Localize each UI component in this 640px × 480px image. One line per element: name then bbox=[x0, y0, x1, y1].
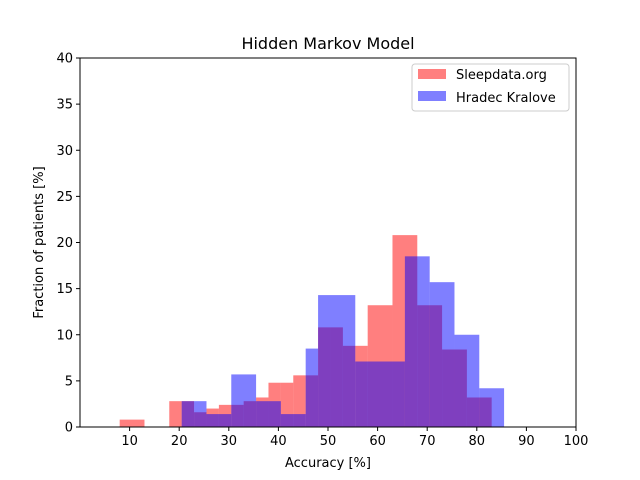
y-tick-label: 20 bbox=[56, 236, 73, 251]
legend-label-hradec: Hradec Kralove bbox=[456, 91, 556, 106]
y-tick-label: 35 bbox=[56, 98, 73, 113]
x-tick-label: 80 bbox=[469, 434, 486, 449]
y-axis-ticks: 0 5 10 15 20 25 30 35 40 bbox=[56, 52, 80, 436]
x-axis-ticks: 10 20 30 40 50 60 70 80 90 100 bbox=[121, 427, 588, 449]
bar-hradec-6 bbox=[305, 348, 319, 427]
bar-hradec-5 bbox=[280, 414, 306, 427]
bar-hradec-4 bbox=[256, 401, 281, 427]
bar-sleepdata-1 bbox=[169, 401, 182, 427]
x-tick-label: 70 bbox=[419, 434, 436, 449]
bar-hradec-1 bbox=[194, 401, 207, 427]
x-tick-label: 20 bbox=[171, 434, 188, 449]
chart-title: Hidden Markov Model bbox=[241, 34, 414, 53]
x-tick-label: 50 bbox=[320, 434, 337, 449]
y-tick-label: 10 bbox=[56, 328, 73, 343]
legend-label-sleepdata: Sleepdata.org bbox=[456, 68, 547, 83]
bar-sleepdata-0 bbox=[119, 419, 145, 427]
x-tick-label: 30 bbox=[221, 434, 238, 449]
y-tick-label: 30 bbox=[56, 144, 73, 159]
y-tick-label: 15 bbox=[56, 282, 73, 297]
x-tick-label: 40 bbox=[270, 434, 287, 449]
x-tick-label: 90 bbox=[518, 434, 535, 449]
bar-hradec-3 bbox=[231, 374, 257, 427]
legend-swatch-sleepdata bbox=[418, 69, 446, 79]
x-tick-label: 10 bbox=[121, 434, 138, 449]
bar-hradec-8 bbox=[355, 361, 405, 427]
y-tick-label: 25 bbox=[56, 190, 73, 205]
y-axis-label: Fraction of patients [%] bbox=[32, 166, 47, 318]
x-tick-label: 60 bbox=[369, 434, 386, 449]
bars-group bbox=[119, 235, 505, 427]
legend: Sleepdata.org Hradec Kralove bbox=[411, 63, 570, 112]
legend-swatch-hradec bbox=[418, 91, 446, 101]
y-tick-label: 40 bbox=[56, 52, 73, 67]
bar-hradec-12 bbox=[479, 388, 505, 427]
bar-hradec-0 bbox=[181, 401, 195, 427]
y-tick-label: 0 bbox=[65, 421, 73, 436]
bar-hradec-2 bbox=[206, 414, 232, 427]
bar-hradec-9 bbox=[404, 256, 430, 427]
bar-hradec-11 bbox=[454, 334, 480, 427]
bar-hradec-10 bbox=[429, 282, 455, 427]
legend-box bbox=[411, 63, 570, 112]
x-axis-label: Accuracy [%] bbox=[285, 456, 371, 471]
y-tick-label: 5 bbox=[65, 374, 73, 389]
bar-hradec-7 bbox=[318, 295, 356, 427]
x-tick-label: 100 bbox=[564, 434, 589, 449]
